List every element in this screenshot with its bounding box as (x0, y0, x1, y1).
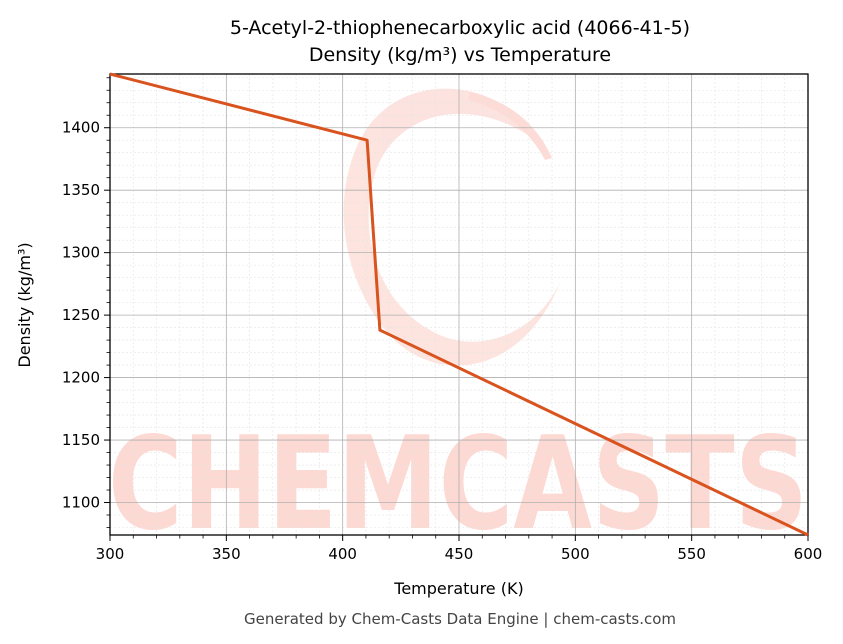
x-tick-label: 500 (561, 545, 590, 563)
x-tick-label: 450 (445, 545, 474, 563)
x-tick-label: 350 (212, 545, 241, 563)
x-tick-label: 400 (328, 545, 357, 563)
chart-subtitle: Density (kg/m³) vs Temperature (309, 44, 611, 66)
axis-ticks (104, 77, 809, 541)
x-tick-label: 300 (96, 545, 125, 563)
y-axis-label: Density (kg/m³) (15, 242, 34, 367)
x-tick-labels: 300 350 400 450 500 550 600 (96, 545, 823, 563)
y-tick-label: 1300 (62, 244, 100, 262)
density-line (109, 72, 809, 537)
series-layer (109, 72, 809, 537)
x-tick-label: 550 (677, 545, 706, 563)
y-tick-label: 1150 (62, 431, 100, 449)
y-tick-label: 1350 (62, 181, 100, 199)
x-tick-label: 600 (794, 545, 823, 563)
chart-title: 5-Acetyl-2-thiophenecarboxylic acid (406… (230, 17, 690, 39)
y-tick-label: 1400 (62, 119, 100, 137)
footer-credit: Generated by Chem-Casts Data Engine | ch… (244, 610, 676, 628)
y-tick-label: 1100 (62, 494, 100, 512)
x-axis-label: Temperature (K) (393, 579, 523, 598)
y-tick-labels: 1100 1150 1200 1250 1300 1350 1400 (62, 119, 100, 512)
watermark: CHEMCASTS (108, 88, 808, 559)
watermark-swirl-icon (343, 88, 565, 366)
y-tick-label: 1200 (62, 369, 100, 387)
y-tick-label: 1250 (62, 306, 100, 324)
